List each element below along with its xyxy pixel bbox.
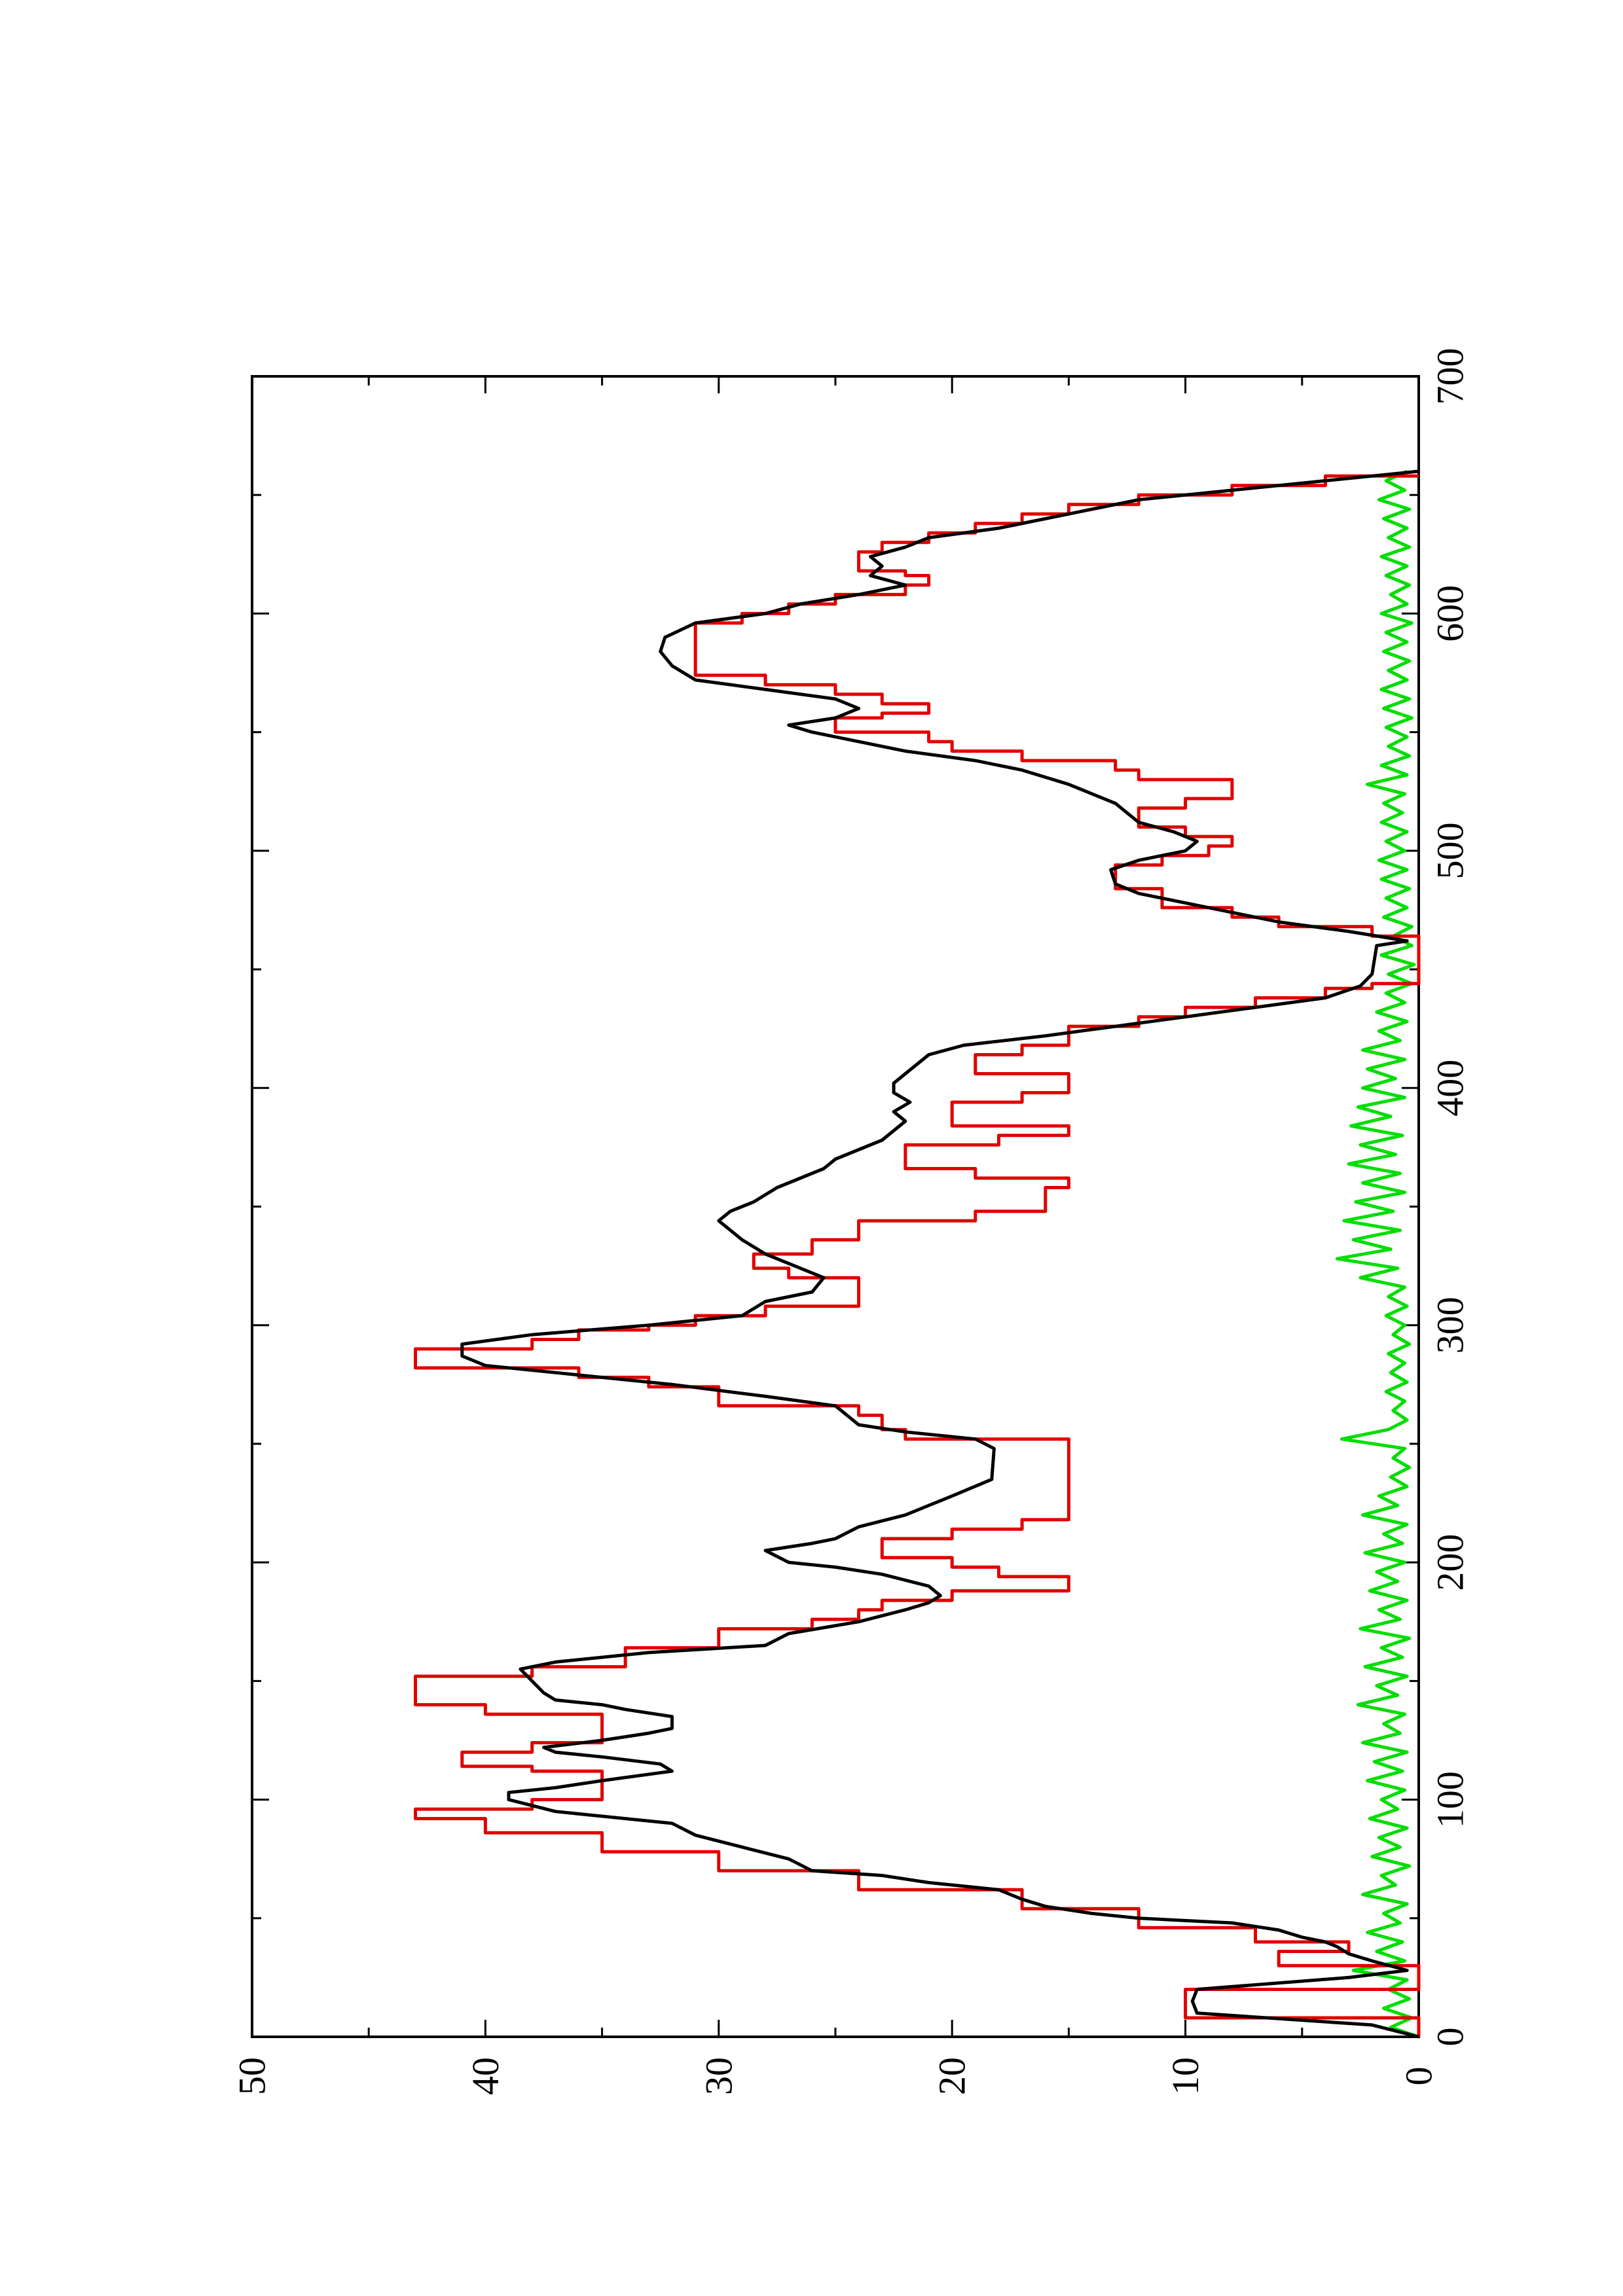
plot-frame <box>251 375 1420 2038</box>
y-tick-label: 30 <box>697 2057 740 2095</box>
y-tick-label: 10 <box>1164 2057 1207 2095</box>
x-tick-label: 600 <box>1429 585 1472 642</box>
x-tick-label: 100 <box>1429 1771 1472 1828</box>
y-tick-label: 0 <box>1398 2067 1440 2086</box>
series-line-0 <box>460 469 1419 2039</box>
y-tick-label: 20 <box>931 2057 974 2095</box>
x-tick-label: 400 <box>1429 1060 1472 1117</box>
x-tick-label: 0 <box>1429 2028 1472 2047</box>
series-line-1 <box>414 474 1421 2037</box>
y-tick-label: 40 <box>464 2057 507 2095</box>
x-tick-label: 500 <box>1429 822 1472 879</box>
x-tick-label: 700 <box>1429 348 1472 405</box>
series-line-2 <box>1335 469 1419 2039</box>
x-tick-label: 200 <box>1429 1534 1472 1591</box>
series-lines <box>414 469 1421 2039</box>
ticks: 0 100 200 300 400 500 600 700 0 10 20 30 40 50 <box>231 348 1472 2096</box>
y-tick-label: 50 <box>231 2057 274 2095</box>
x-tick-label: 300 <box>1429 1297 1472 1354</box>
